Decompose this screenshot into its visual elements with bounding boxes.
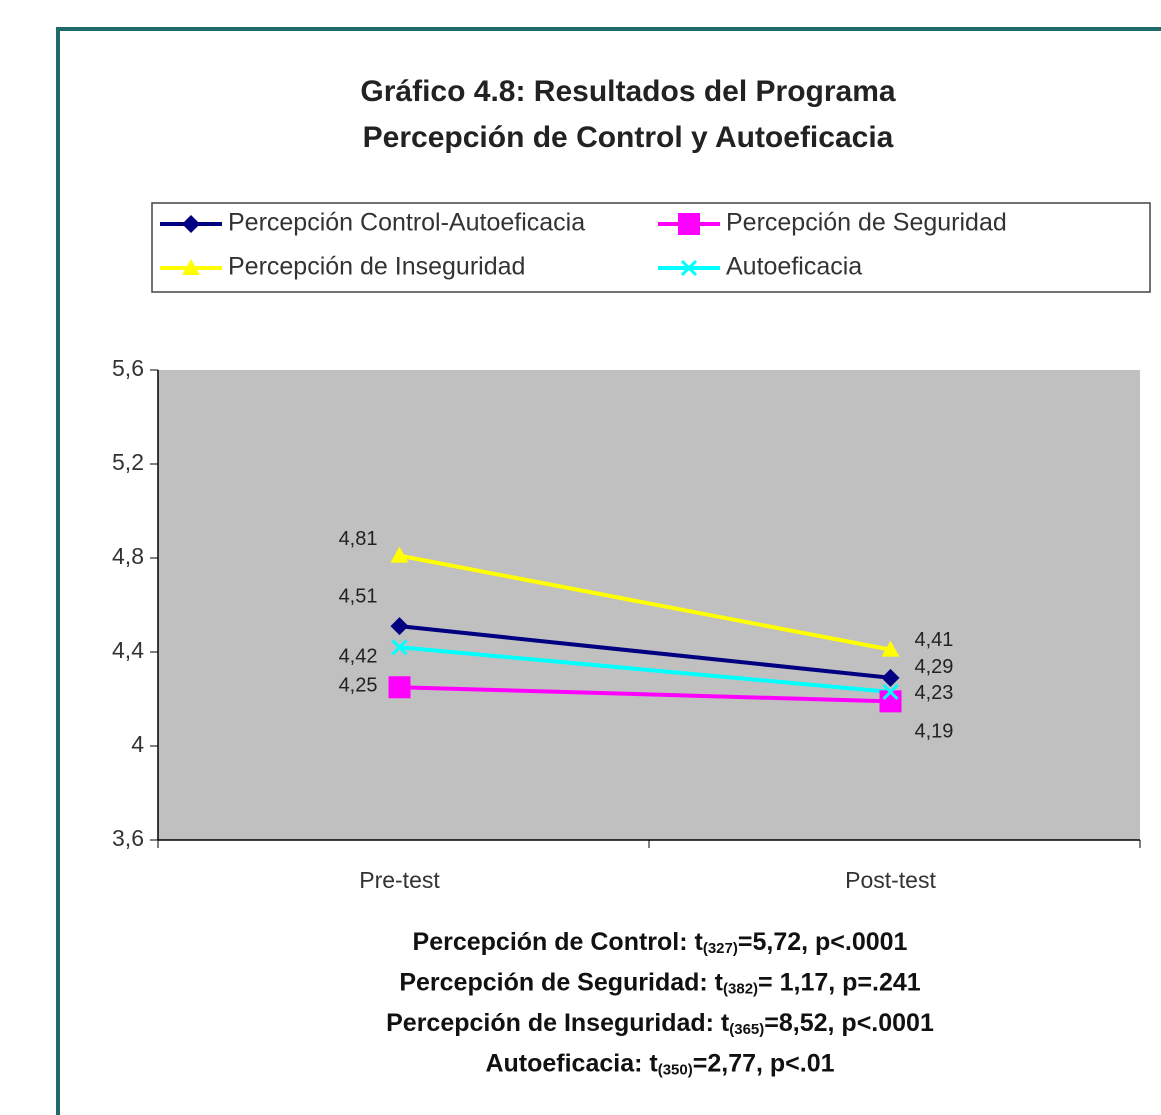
- chart-subtitle: Percepción de Control y Autoeficacia: [363, 121, 894, 154]
- y-tick-label: 4,4: [112, 637, 144, 663]
- y-tick-label: 4,8: [112, 543, 144, 569]
- marker: [881, 640, 900, 657]
- annotation: Percepción de Seguridad: t(382)= 1,17, p…: [399, 968, 920, 997]
- annotation-sub: (327): [703, 940, 738, 957]
- legend-label: Percepción Control-Autoeficacia: [228, 209, 585, 237]
- legend-label: Percepción de Inseguridad: [228, 253, 525, 281]
- annotation-text: Percepción de Control: t: [413, 928, 704, 956]
- data-label: 4,23: [915, 682, 954, 704]
- y-tick-label: 5,6: [112, 355, 144, 381]
- series-line: [399, 624, 891, 680]
- annotation-rest: =2,77, p<.01: [693, 1049, 835, 1077]
- data-label: 4,41: [915, 629, 954, 651]
- annotation-rest: =8,52, p<.0001: [764, 1009, 934, 1037]
- marker: [390, 546, 409, 563]
- marker: [882, 683, 899, 701]
- legend-marker: [182, 259, 200, 275]
- legend-label: Percepción de Seguridad: [726, 209, 1007, 237]
- annotation: Percepción de Control: t(327)=5,72, p<.0…: [413, 928, 908, 957]
- x-tick-label: Post-test: [845, 867, 936, 893]
- annotation-sub: (382): [723, 980, 758, 997]
- data-label: 4,19: [915, 721, 954, 743]
- x-tick-label: Pre-test: [359, 867, 440, 893]
- annotation: Autoeficacia: t(350)=2,77, p<.01: [485, 1049, 834, 1078]
- chart-title: Gráfico 4.8: Resultados del Programa: [360, 75, 895, 108]
- legend-label: Autoeficacia: [726, 253, 862, 281]
- series-line: [399, 685, 891, 704]
- annotation-text: Percepción de Inseguridad: t: [386, 1009, 730, 1037]
- annotation-rest: = 1,17, p=.241: [758, 968, 921, 996]
- annotation-rest: =5,72, p<.0001: [738, 928, 908, 956]
- y-tick-label: 3,6: [112, 825, 144, 851]
- legend-box: [151, 202, 1151, 293]
- annotation-text: Percepción de Seguridad: t: [399, 968, 723, 996]
- legend-marker: [678, 213, 700, 235]
- annotation-sub: (365): [729, 1021, 764, 1038]
- y-tick-label: 5,2: [112, 449, 144, 475]
- annotation-text: Autoeficacia: t: [485, 1049, 658, 1077]
- data-label: 4,51: [339, 585, 378, 607]
- data-label: 4,25: [339, 675, 378, 697]
- marker: [388, 676, 411, 699]
- annotation-sub: (350): [658, 1061, 693, 1078]
- series-line: [399, 645, 891, 694]
- data-label: 4,29: [915, 656, 954, 678]
- legend-marker: [182, 215, 200, 233]
- marker: [390, 617, 409, 636]
- legend-marker: [680, 259, 698, 277]
- data-label: 4,81: [339, 528, 378, 550]
- marker: [391, 639, 408, 656]
- data-label: 4,42: [339, 646, 378, 668]
- marker: [881, 668, 900, 687]
- series-line: [399, 553, 891, 652]
- annotation: Percepción de Inseguridad: t(365)=8,52, …: [386, 1009, 934, 1038]
- y-tick-label: 4: [131, 731, 144, 757]
